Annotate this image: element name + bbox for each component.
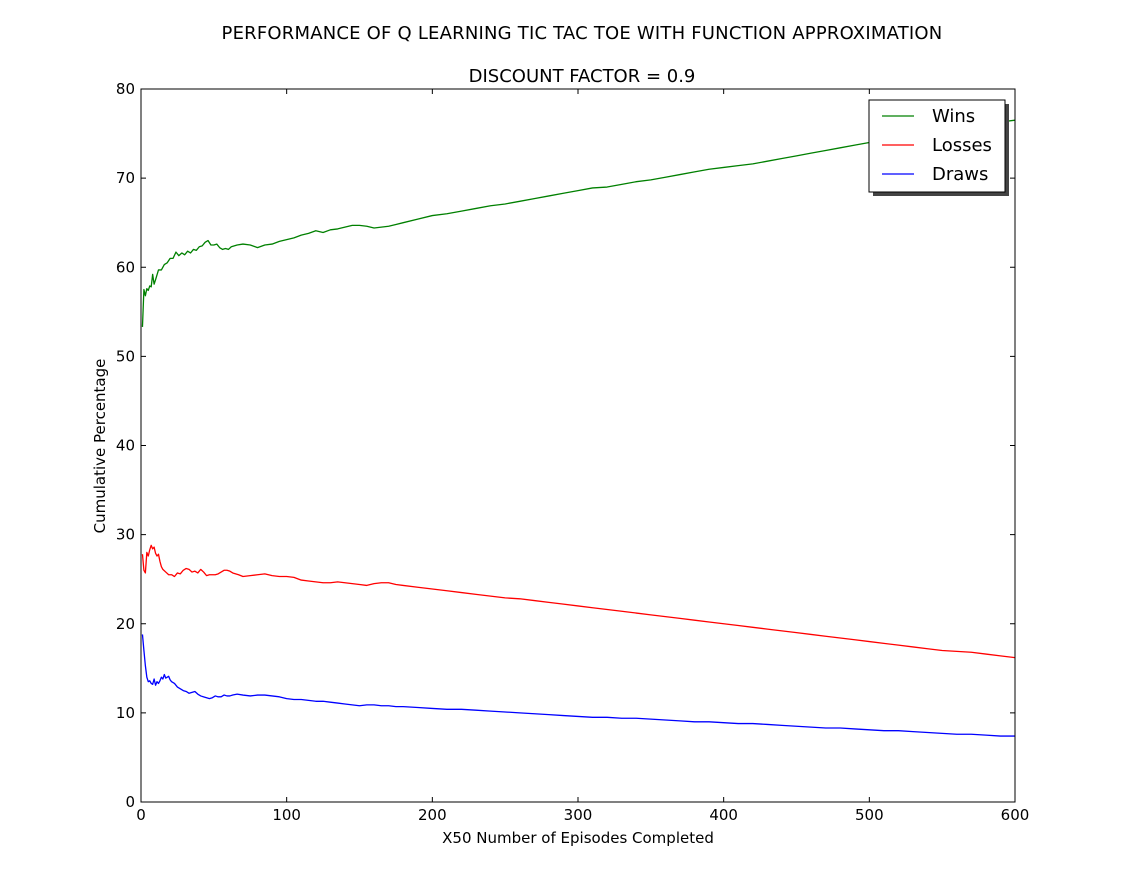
x-axis-label: X50 Number of Episodes Completed	[442, 829, 714, 847]
chart-title: PERFORMANCE OF Q LEARNING TIC TAC TOE WI…	[222, 23, 943, 44]
legend-label-draws: Draws	[932, 164, 988, 185]
axis-ticks: 0 100 200 300 400 500 600 0 10 20 30 40 50 60 70 80	[116, 80, 1029, 824]
series-line-draws	[141, 634, 1015, 737]
legend-box	[868, 99, 1006, 193]
legend-label-losses: Losses	[932, 135, 992, 156]
legend: Wins Losses Draws	[868, 99, 1009, 196]
y-tick-label-40: 40	[116, 437, 135, 455]
x-tick-label-0: 0	[136, 806, 146, 824]
series-line-losses	[141, 544, 1016, 659]
y-tick-label-80: 80	[116, 80, 135, 98]
x-tick-label-100: 100	[272, 806, 301, 824]
y-axis-label: Cumulative Percentage	[91, 359, 109, 534]
y-tick-label-50: 50	[116, 347, 135, 365]
y-tick-label-0: 0	[125, 793, 135, 811]
plot-area	[141, 89, 1015, 802]
y-tick-label-60: 60	[116, 258, 135, 276]
y-tick-label-70: 70	[116, 169, 135, 187]
y-tick-label-20: 20	[116, 615, 135, 633]
plot-frame	[140, 88, 1016, 803]
series-line-wins	[141, 119, 1016, 327]
y-tick-label-10: 10	[116, 704, 135, 722]
x-tick-label-300: 300	[564, 806, 593, 824]
chart-subtitle: DISCOUNT FACTOR = 0.9	[469, 66, 696, 87]
x-tick-label-500: 500	[855, 806, 884, 824]
series-group	[141, 119, 1016, 737]
legend-label-wins: Wins	[932, 106, 975, 127]
y-tick-label-30: 30	[116, 526, 135, 544]
x-tick-label-600: 600	[1001, 806, 1030, 824]
x-tick-label-400: 400	[709, 806, 738, 824]
x-tick-label-200: 200	[418, 806, 447, 824]
